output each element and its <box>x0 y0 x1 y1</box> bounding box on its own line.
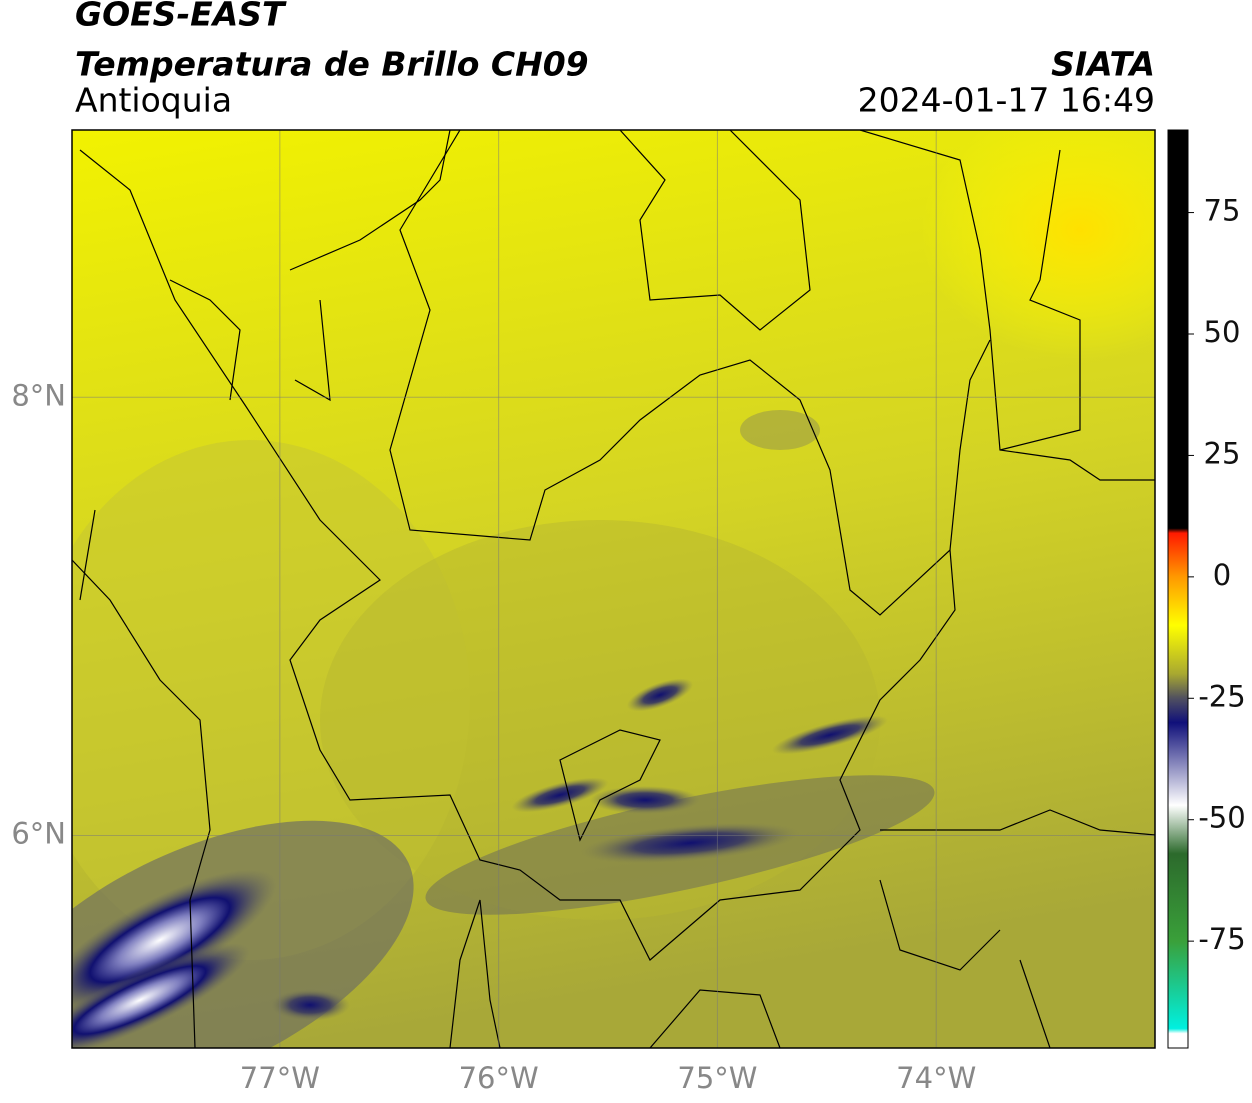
x-tick-label: 74°W <box>896 1061 976 1095</box>
colorbar <box>1167 129 1189 1049</box>
colorbar-tick-label: 75 <box>1204 194 1241 228</box>
colorbar-tick-label: 0 <box>1213 558 1231 592</box>
subtitle: Temperatura de Brillo CH09 <box>75 45 589 84</box>
map-image <box>72 130 1155 1048</box>
colorbar-tick-label: -25 <box>1198 679 1245 713</box>
source: SIATA <box>1051 45 1155 84</box>
title: GOES-EAST <box>75 0 287 34</box>
graticule <box>72 130 1155 1048</box>
x-tick-label: 76°W <box>459 1061 539 1095</box>
y-tick-label: 8°N <box>11 378 66 412</box>
region: Antioquia <box>75 81 232 120</box>
colorbar-tick-label: -50 <box>1198 801 1245 835</box>
colorbar-tick-label: 50 <box>1204 315 1241 349</box>
x-tick-label: 77°W <box>240 1061 320 1095</box>
datetime: 2024-01-17 16:49 <box>858 81 1155 120</box>
colorbar-tick-label: -75 <box>1198 922 1245 956</box>
map-frame <box>71 129 1156 1049</box>
x-tick-label: 75°W <box>677 1061 757 1095</box>
y-tick-label: 6°N <box>11 816 66 850</box>
colorbar-tick-label: 25 <box>1204 436 1241 470</box>
